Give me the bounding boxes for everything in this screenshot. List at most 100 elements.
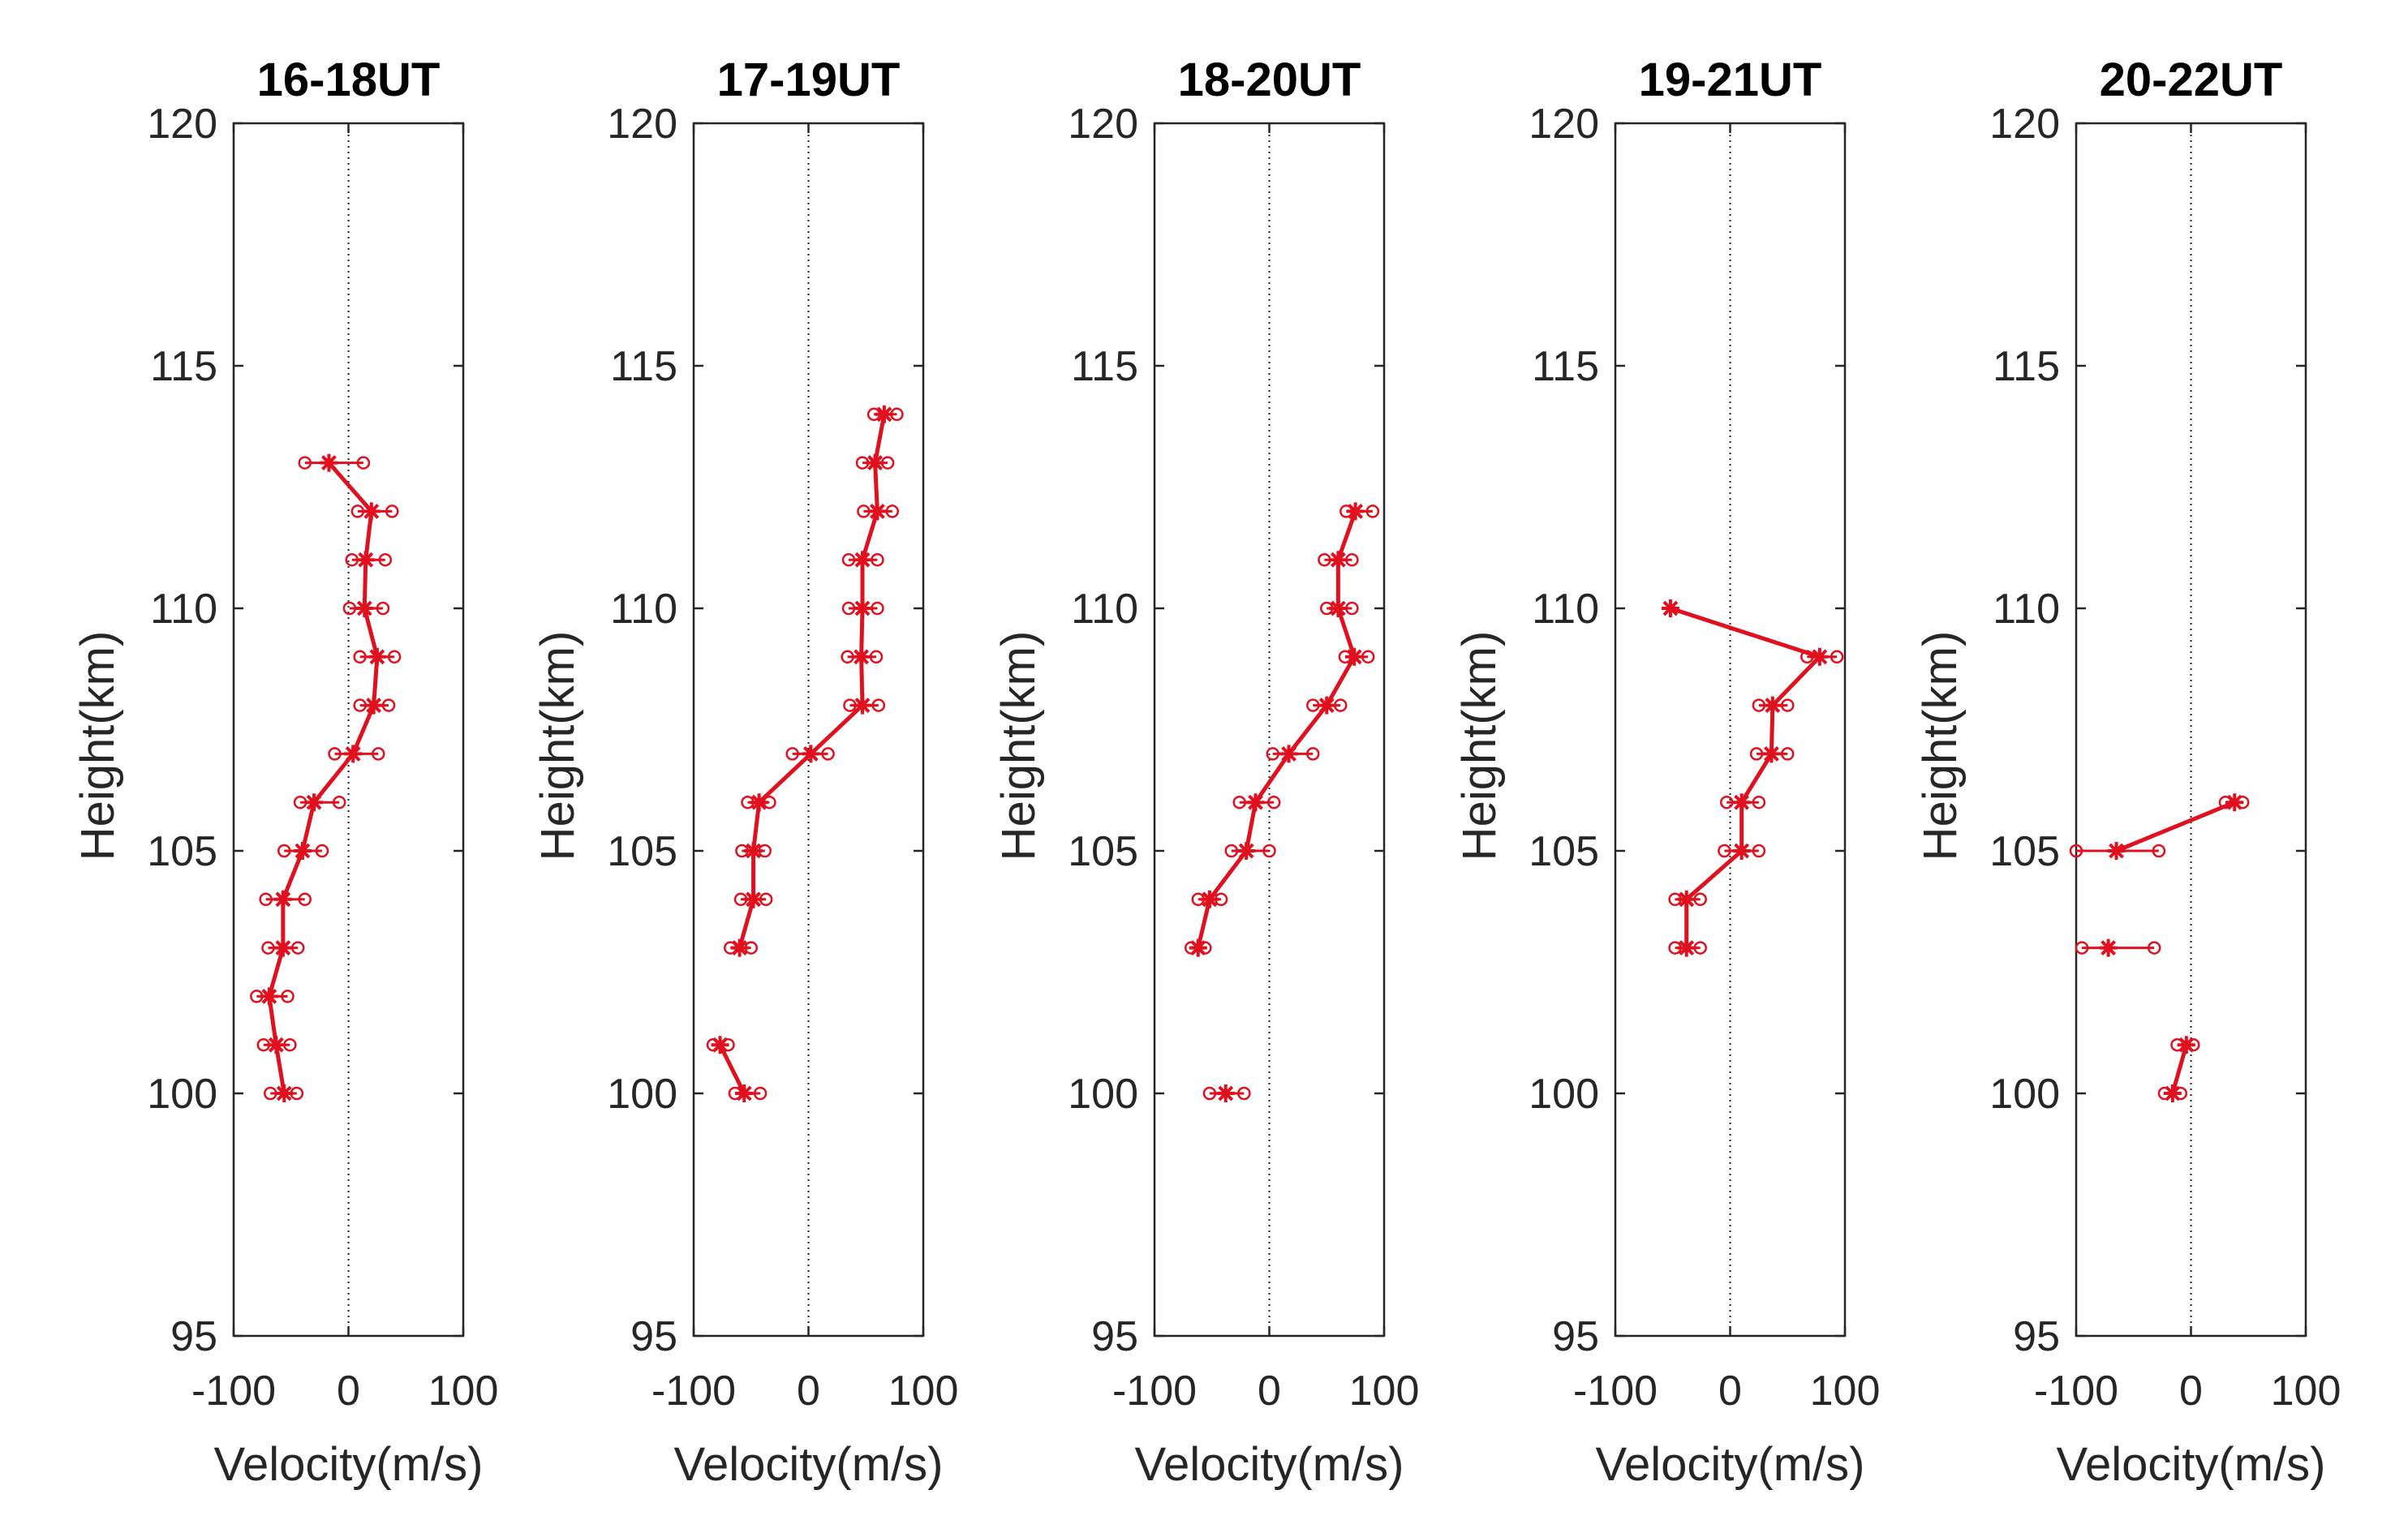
data-point — [1329, 551, 1348, 569]
data-point — [2099, 938, 2118, 957]
y-tick-label: 110 — [150, 586, 217, 633]
data-series — [1185, 502, 1380, 1102]
error-bar-end — [342, 601, 357, 616]
data-point — [1279, 745, 1298, 763]
y-tick-label: 100 — [1989, 1071, 2060, 1118]
error-bar-end — [261, 941, 275, 955]
error-bar-end — [871, 552, 884, 567]
error-bar-end — [385, 505, 399, 518]
error-bar-end — [871, 698, 886, 712]
x-axis-label: Velocity(m/s) — [674, 1438, 944, 1491]
data-point — [1329, 599, 1348, 617]
data-point — [854, 599, 872, 617]
panel-title: 16-18UT — [257, 54, 441, 106]
data-point — [1661, 599, 1679, 617]
data-point — [711, 1036, 729, 1054]
chart-panel: 20-22UT 95 100 105 110 115 120 -100 0 100 Velocity… — [1914, 54, 2341, 1491]
error-bar-end — [1781, 747, 1795, 761]
series-line — [1196, 510, 1357, 949]
y-tick-label: 105 — [1068, 828, 1138, 875]
error-bar-end — [328, 747, 342, 761]
data-point — [1200, 890, 1219, 908]
y-tick-label: 120 — [1068, 101, 1138, 148]
error-bar-end — [1752, 795, 1766, 809]
series-line — [2115, 800, 2236, 853]
error-bar-end — [281, 990, 295, 1003]
y-tick-label: 105 — [147, 828, 217, 875]
data-series — [250, 453, 402, 1102]
x-tick-label: 0 — [337, 1368, 360, 1415]
data-point — [1810, 647, 1829, 666]
x-tick-label: 100 — [1349, 1368, 1420, 1415]
data-point — [1237, 842, 1256, 860]
error-bar-end — [372, 747, 385, 761]
y-tick-label: 110 — [1993, 586, 2060, 633]
data-point — [730, 938, 749, 957]
y-tick-label: 105 — [1989, 828, 2060, 875]
error-bar-end — [376, 601, 390, 616]
y-tick-label: 105 — [607, 828, 677, 875]
error-bar-end — [1266, 795, 1281, 809]
data-point — [1762, 745, 1781, 763]
error-bar-end — [1266, 747, 1279, 761]
data-point — [1318, 696, 1336, 715]
data-point — [368, 647, 386, 666]
x-tick-label: 100 — [428, 1368, 499, 1415]
y-tick-label: 95 — [630, 1313, 677, 1360]
error-bar-end — [1718, 844, 1731, 858]
data-point — [2177, 1036, 2195, 1054]
data-point — [356, 551, 375, 569]
chart-panel: 19-21UT 95 100 105 110 115 120 -100 0 100 Velocity… — [1453, 54, 1880, 1491]
error-bar-end — [2152, 844, 2166, 858]
chart-panel: 16-18UT 95 100 105 110 115 120 -100 0 100 Velocity… — [71, 54, 498, 1491]
series-line — [2170, 1044, 2189, 1094]
data-point — [1732, 793, 1751, 812]
data-point — [1189, 938, 1207, 957]
error-bar-end — [2075, 941, 2089, 955]
data-series — [1661, 599, 1844, 957]
data-point — [1677, 938, 1696, 957]
data-point — [735, 1084, 754, 1102]
error-bar-end — [1237, 1086, 1251, 1101]
data-point — [1216, 1084, 1235, 1102]
data-point — [868, 502, 887, 521]
data-point — [362, 502, 381, 521]
y-axis-label: Height(km) — [1453, 631, 1506, 861]
x-tick-label: 0 — [1258, 1368, 1281, 1415]
data-point — [2107, 842, 2126, 860]
error-bar-end — [378, 552, 393, 567]
data-point — [344, 745, 363, 763]
data-point — [2163, 1084, 2182, 1102]
y-axis-label: Height(km) — [71, 631, 124, 861]
data-point — [744, 842, 763, 860]
panel-title: 17-19UT — [717, 54, 901, 106]
error-bar-end — [1830, 650, 1844, 664]
error-bar-end — [1202, 1086, 1217, 1101]
y-tick-label: 115 — [150, 343, 217, 390]
series-line — [718, 1044, 746, 1095]
data-point — [744, 890, 763, 908]
y-tick-label: 100 — [1529, 1071, 1599, 1118]
y-tick-label: 120 — [147, 101, 217, 148]
error-bar-end — [332, 795, 346, 809]
y-tick-label: 100 — [1068, 1071, 1138, 1118]
chart-panel: 17-19UT 95 100 105 110 115 120 -100 0 100 Velocity… — [531, 54, 958, 1491]
data-point — [854, 551, 872, 569]
panel-title: 20-22UT — [2100, 54, 2283, 106]
data-point — [273, 890, 292, 908]
y-tick-label: 100 — [147, 1071, 217, 1118]
data-point — [260, 987, 278, 1006]
data-point — [1677, 890, 1696, 908]
error-bar-end — [753, 1086, 768, 1101]
y-tick-label: 110 — [1071, 586, 1138, 633]
data-point — [320, 453, 338, 472]
x-tick-label: 0 — [2179, 1368, 2203, 1415]
data-point — [305, 793, 324, 812]
error-bar-end — [290, 941, 305, 955]
data-point — [273, 938, 292, 957]
chart-panel: 18-20UT 95 100 105 110 115 120 -100 0 100 Velocity… — [992, 54, 1419, 1491]
error-bar-end — [1224, 844, 1239, 858]
y-tick-label: 115 — [1993, 343, 2060, 390]
error-bar-end — [1262, 844, 1276, 858]
